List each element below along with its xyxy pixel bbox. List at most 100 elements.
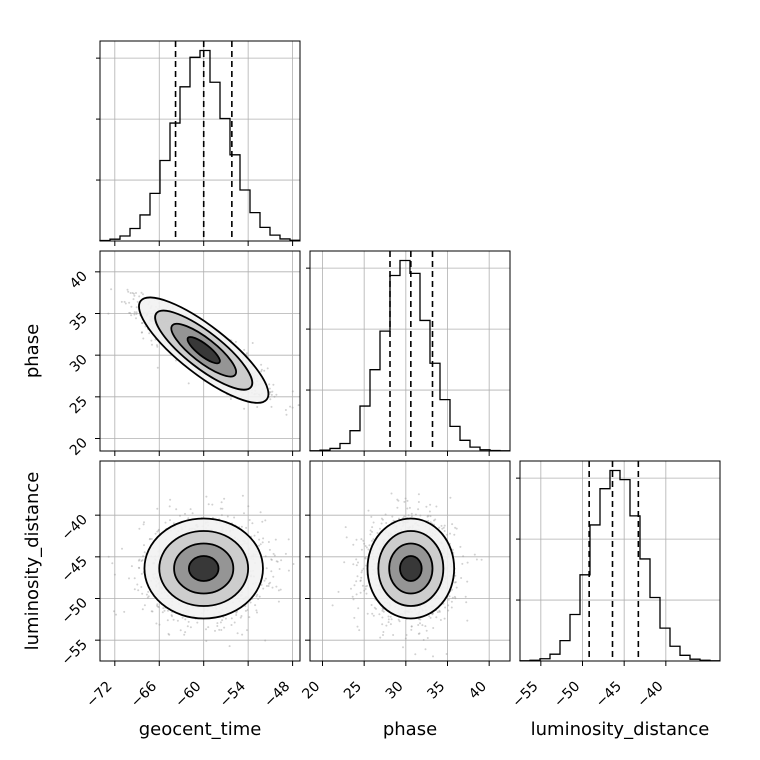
sample-point: [422, 639, 425, 641]
sample-point: [251, 522, 254, 525]
sample-point: [133, 313, 136, 316]
sample-point: [382, 634, 384, 636]
sample-point: [355, 580, 358, 583]
sample-point: [387, 621, 390, 624]
y-tick-label: −55: [59, 637, 91, 669]
sample-point: [131, 292, 134, 294]
sample-point: [257, 598, 260, 600]
sample-point: [387, 618, 390, 621]
sample-point: [271, 390, 274, 393]
sample-point: [83, 269, 85, 271]
sample-point: [162, 607, 165, 610]
sample-point: [280, 559, 283, 562]
histogram-phase: [309, 259, 510, 452]
sample-point: [270, 570, 273, 573]
contour-line: [366, 517, 456, 620]
sample-point: [135, 306, 138, 309]
sample-point: [359, 580, 362, 582]
sample-point: [364, 557, 367, 560]
sample-point: [450, 606, 453, 609]
sample-point: [107, 555, 110, 558]
sample-point: [345, 536, 348, 539]
sample-point: [137, 566, 140, 569]
sample-point: [353, 616, 356, 619]
sample-point: [364, 556, 367, 559]
sample-point: [138, 295, 141, 298]
sample-point: [256, 593, 259, 596]
sample-point: [426, 515, 429, 518]
sample-point: [407, 514, 410, 517]
y-axis-label-luminosity_distance: luminosity_distance: [22, 472, 43, 651]
x-tick-label: −50: [551, 679, 583, 711]
sample-point: [140, 291, 143, 294]
panel-phase-vs-luminosity_distance: [305, 460, 511, 666]
sample-point: [128, 311, 131, 314]
sample-point: [129, 292, 132, 294]
sample-point: [343, 561, 346, 564]
sample-point: [276, 560, 279, 563]
sample-point: [113, 573, 116, 576]
sample-point: [260, 363, 263, 366]
sample-point: [385, 522, 388, 524]
sample-point: [404, 637, 407, 640]
sample-point: [370, 604, 373, 606]
sample-point: [138, 527, 141, 530]
sample-point: [360, 571, 363, 574]
y-tick-label: 35: [67, 310, 91, 334]
sample-point: [245, 526, 248, 529]
sample-point: [361, 569, 364, 572]
sample-point: [358, 629, 361, 632]
sample-point: [438, 526, 441, 529]
sample-point: [454, 574, 457, 577]
sample-point: [128, 577, 130, 580]
sample-point: [453, 595, 456, 598]
sample-point: [403, 515, 406, 518]
sample-point: [466, 580, 469, 583]
sample-point: [372, 538, 375, 541]
sample-point: [120, 300, 123, 303]
sample-point: [121, 547, 123, 550]
sample-point: [143, 521, 145, 524]
sample-point: [272, 575, 275, 578]
sample-point: [363, 542, 366, 545]
sample-point: [390, 492, 393, 495]
sample-point: [110, 288, 113, 291]
sample-point: [273, 395, 276, 398]
sample-point: [448, 595, 451, 598]
sample-point: [220, 514, 223, 517]
sample-point: [132, 298, 135, 301]
sample-point: [248, 616, 251, 619]
sample-point: [141, 331, 143, 334]
sample-point: [140, 331, 143, 334]
sample-point: [443, 530, 446, 532]
sample-point: [269, 581, 272, 584]
sample-point: [133, 311, 136, 314]
sample-point: [245, 352, 248, 355]
sample-point: [417, 508, 420, 511]
sample-point: [256, 531, 259, 534]
sample-point: [270, 393, 273, 396]
sample-point: [176, 619, 179, 622]
sample-point: [140, 560, 143, 562]
sample-point: [156, 530, 159, 533]
sample-point: [148, 538, 151, 541]
sample-point: [158, 623, 161, 626]
y-tick-label: 20: [67, 435, 91, 459]
sample-point: [150, 610, 153, 613]
sample-point: [130, 565, 133, 568]
histogram-geocent_time: [99, 49, 300, 242]
sample-point: [356, 625, 359, 628]
sample-point: [355, 593, 358, 596]
sample-point: [381, 623, 384, 626]
sample-point: [187, 517, 190, 520]
sample-point: [132, 292, 135, 295]
contour-line: [138, 296, 270, 404]
y-tick-label: −40: [59, 512, 91, 544]
sample-point: [269, 398, 272, 401]
sample-point: [447, 609, 450, 612]
sample-point: [291, 390, 294, 393]
sample-point: [141, 592, 144, 595]
sample-point: [473, 553, 476, 556]
sample-point: [368, 544, 371, 547]
sample-point: [352, 598, 355, 601]
